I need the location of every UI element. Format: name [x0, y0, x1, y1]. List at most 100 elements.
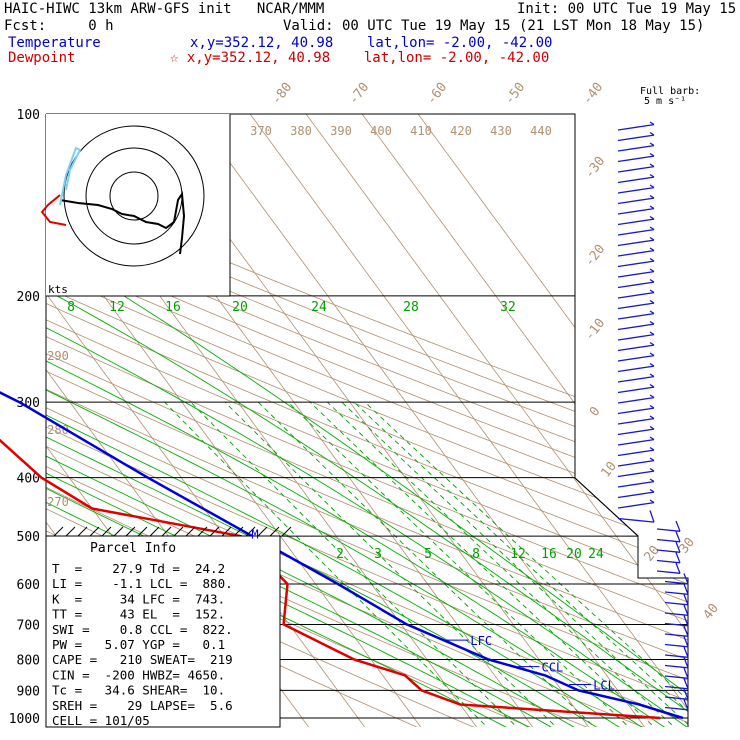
theta-label: 440 [530, 124, 552, 138]
wind-key-line2: 5 m s⁻¹ [644, 96, 686, 107]
wind-barb-flag [649, 446, 655, 451]
mixing-ratio-line [257, 401, 599, 727]
pressure-tick-label: 300 [17, 396, 40, 411]
wind-barb-shaft [617, 291, 655, 299]
wind-barb-shaft [617, 501, 655, 509]
frame-right-edge [574, 477, 689, 727]
parcel-hatch [125, 526, 136, 537]
wind-barb-flag [683, 667, 689, 679]
pressure-tick-label: 100 [17, 108, 40, 123]
wind-barb-flag [649, 320, 655, 325]
wind-barb-shaft [617, 333, 655, 341]
parcel-row: T = 27.9 Td = 24.2 [52, 561, 225, 576]
moist-adiabat [46, 295, 559, 727]
wind-barb-shaft [617, 449, 655, 457]
wind-key-line1: Full barb: [640, 86, 700, 97]
parcel-hatch [161, 526, 172, 537]
wind-barb-flag [649, 499, 655, 504]
wind-barb-shaft [617, 155, 655, 163]
wind-barb-shaft [617, 407, 655, 415]
wind-barb-shaft [664, 706, 689, 711]
dry-adiabat-label: 270 [47, 495, 69, 509]
parcel-row: K = 34 LFC = 743. [52, 591, 225, 606]
isotherm-label: 30 [677, 535, 698, 557]
dry-adiabat [46, 114, 688, 727]
mixing-ratio-label: 24 [588, 547, 604, 562]
isotherm-line [341, 114, 688, 727]
parcel-box [45, 535, 281, 728]
isotherm-line [285, 114, 688, 727]
wind-barb-shaft [664, 685, 689, 690]
mixing-ratio-line [364, 401, 688, 727]
parcel-hatch [113, 526, 124, 537]
mixing-ratio-label: 5 [424, 547, 432, 562]
hodograph-ring [109, 171, 159, 221]
mixing-ratio-label: 24 [311, 300, 327, 315]
parcel-hatch [281, 526, 292, 537]
dry-adiabat-label: 290 [47, 349, 69, 363]
wind-barb-shaft [617, 375, 655, 383]
wind-barb-shaft [664, 591, 689, 595]
wind-barb-flag [683, 573, 689, 585]
wind-barb-flag [649, 152, 655, 157]
wind-barb-flag [683, 594, 689, 606]
isotherm-label: -10 [582, 316, 608, 344]
wind-barb-flag [649, 394, 655, 399]
wind-barb-flag [683, 583, 689, 595]
dry-adiabat-label: 280 [47, 423, 69, 437]
parcel-hatch [89, 526, 100, 537]
wind-barb-shaft [617, 470, 655, 478]
hodograph-units: kts [48, 283, 68, 296]
wind-barbs [617, 121, 689, 711]
wind-barb-flag [649, 352, 655, 357]
wind-barb-shaft [617, 134, 655, 142]
wind-barb-flag [649, 215, 655, 220]
wind-barb-shaft [617, 270, 655, 278]
wind-barb-shaft [656, 549, 681, 553]
mixing-ratio-line [190, 401, 522, 727]
wind-barb-flag [649, 425, 655, 430]
wind-barb-shaft [656, 570, 681, 574]
wind-barb-shaft [617, 186, 655, 194]
wind-barb-shaft [617, 417, 655, 425]
wind-barb-flag [683, 699, 689, 711]
pressure-tick-label: 400 [17, 472, 40, 487]
annotation-lfc: LFC [470, 634, 492, 648]
dry-adiabat [46, 114, 688, 727]
wind-barb-shaft [617, 176, 655, 184]
wind-barb-shaft [617, 249, 655, 257]
mixing-ratio-line [327, 401, 679, 727]
wind-barb-flag [649, 383, 655, 388]
wind-barb-flag [683, 657, 689, 669]
wind-barb-flag [683, 646, 689, 658]
parcel-row: CIN = -200 HWBZ= 4650. [52, 667, 225, 682]
parcel-hatch [245, 526, 256, 537]
parcel-hatch [137, 526, 148, 537]
wind-barb-flag [649, 415, 655, 420]
wind-barb-shaft [617, 207, 655, 215]
dry-adiabat [46, 114, 688, 727]
wind-barb-shaft [617, 344, 655, 352]
moist-adiabat [46, 295, 581, 727]
pressure-tick-label: 600 [17, 578, 40, 593]
wind-barb-shaft [664, 622, 689, 627]
wind-barb-flag [649, 478, 655, 483]
isotherm-label: -20 [582, 242, 608, 270]
wind-barb-shaft [617, 365, 655, 373]
wind-barb-shaft [617, 438, 655, 446]
temperature-legend: Temperature [8, 35, 101, 51]
parcel-row: CELL = 101/05 [52, 713, 150, 728]
isotherm-label: -80 [269, 80, 295, 108]
pressure-tick-label: 200 [17, 290, 40, 305]
wind-barb-shaft [664, 675, 689, 679]
wind-barb-flag [649, 373, 655, 378]
theta-label: 370 [250, 124, 272, 138]
isotherm-label: 10 [599, 459, 620, 481]
wind-barb-flag [683, 678, 689, 690]
wind-barb-shaft [656, 528, 681, 532]
isotherm-label: -60 [424, 80, 450, 108]
parcel-hatch [209, 526, 220, 537]
wind-barb-shaft [617, 396, 655, 404]
wind-barb-flag [649, 488, 655, 493]
wind-barb-shaft [656, 538, 681, 543]
